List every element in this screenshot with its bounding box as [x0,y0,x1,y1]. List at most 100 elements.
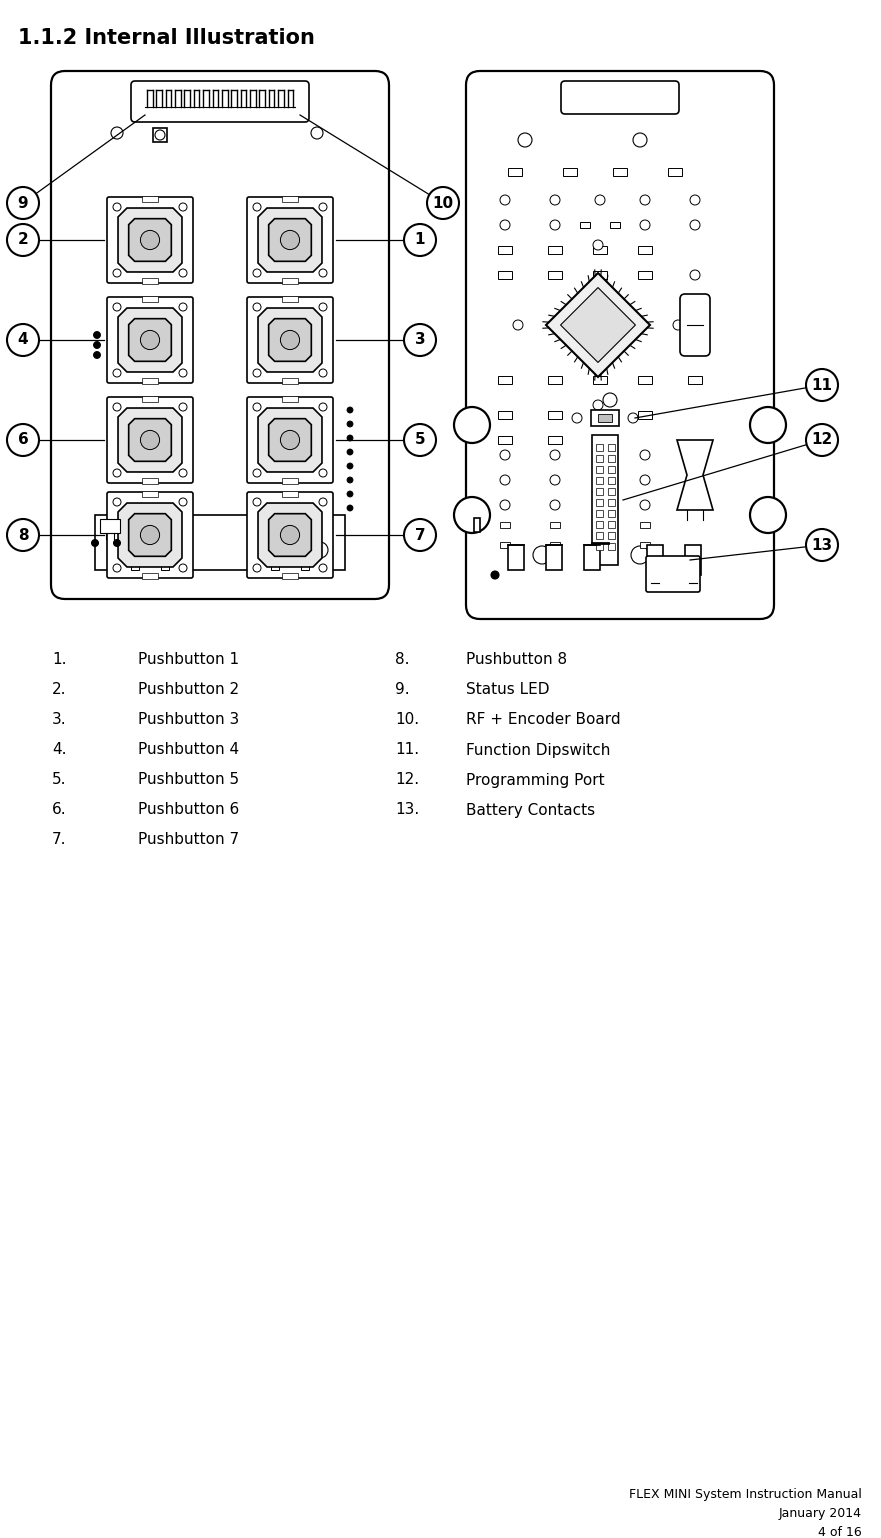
Text: 8.: 8. [395,652,410,667]
FancyBboxPatch shape [247,397,333,483]
Bar [685,544,701,575]
Text: 1.1.2 Internal Illustration: 1.1.2 Internal Illustration [18,28,315,48]
Bar [596,444,603,451]
Circle shape [347,408,353,414]
Circle shape [93,341,100,349]
Circle shape [347,491,353,497]
Bar [282,478,298,484]
Circle shape [690,271,700,280]
Bar [563,168,577,175]
Bar [638,375,652,384]
Circle shape [179,369,187,377]
Circle shape [319,469,327,477]
Circle shape [319,498,327,506]
Circle shape [113,269,121,277]
Circle shape [690,195,700,205]
Circle shape [347,435,353,441]
Bar [498,411,512,418]
Bar [608,498,615,506]
Text: Pushbutton 7: Pushbutton 7 [138,832,239,847]
Bar [598,414,612,421]
Polygon shape [269,418,311,461]
Circle shape [155,131,165,140]
Polygon shape [269,514,311,557]
Bar [282,195,298,201]
Circle shape [113,203,121,211]
FancyBboxPatch shape [466,71,774,618]
Text: 10.: 10. [395,712,419,727]
Bar [638,271,652,278]
Circle shape [347,421,353,428]
Polygon shape [129,514,171,557]
Text: Pushbutton 3: Pushbutton 3 [138,712,240,727]
Circle shape [640,451,650,460]
Circle shape [93,352,100,358]
Circle shape [750,408,786,443]
Text: 9: 9 [18,195,28,211]
FancyBboxPatch shape [107,397,193,483]
Circle shape [572,414,582,423]
Bar [550,521,560,528]
Text: Pushbutton 4: Pushbutton 4 [138,743,239,758]
Text: 5: 5 [415,432,426,448]
Bar [668,168,682,175]
Circle shape [690,220,700,231]
Bar [608,543,615,551]
Circle shape [280,331,300,349]
Text: Battery Contacts: Battery Contacts [466,803,596,818]
FancyBboxPatch shape [561,82,679,114]
Bar [500,521,510,528]
Text: Pushbutton 6: Pushbutton 6 [138,803,240,818]
Bar [596,477,603,484]
Circle shape [347,477,353,483]
Circle shape [253,469,261,477]
Bar [500,541,510,548]
Polygon shape [118,503,182,568]
FancyBboxPatch shape [51,71,389,598]
Bar [142,395,158,401]
Bar [95,515,345,571]
Circle shape [179,498,187,506]
Bar [548,411,562,418]
Bar [282,378,298,384]
Text: 13.: 13. [395,803,419,818]
Bar [584,544,600,571]
Text: Pushbutton 8: Pushbutton 8 [466,652,567,667]
Circle shape [750,497,786,534]
Circle shape [640,500,650,511]
Bar [548,375,562,384]
Text: Function Dipswitch: Function Dipswitch [466,743,611,758]
Circle shape [319,269,327,277]
Circle shape [319,564,327,572]
Circle shape [140,231,159,249]
Circle shape [93,332,100,338]
Bar [498,246,512,254]
Circle shape [319,303,327,311]
Circle shape [113,403,121,411]
Circle shape [253,498,261,506]
Circle shape [404,424,436,455]
Circle shape [550,195,560,205]
Circle shape [114,540,121,546]
Circle shape [633,132,647,148]
Bar [596,488,603,495]
Bar [546,544,562,571]
Polygon shape [560,288,635,363]
Text: 12.: 12. [395,772,419,787]
Circle shape [640,195,650,205]
Circle shape [603,394,617,408]
Bar [142,295,158,301]
Bar [596,466,603,474]
Circle shape [312,541,328,558]
Text: 12: 12 [811,432,833,448]
Circle shape [640,475,650,484]
Circle shape [179,269,187,277]
Bar [498,435,512,444]
Circle shape [518,132,532,148]
Bar [596,498,603,506]
Bar [596,511,603,517]
Polygon shape [129,318,171,361]
Text: 2: 2 [18,232,28,248]
Bar [608,532,615,538]
Circle shape [404,518,436,551]
